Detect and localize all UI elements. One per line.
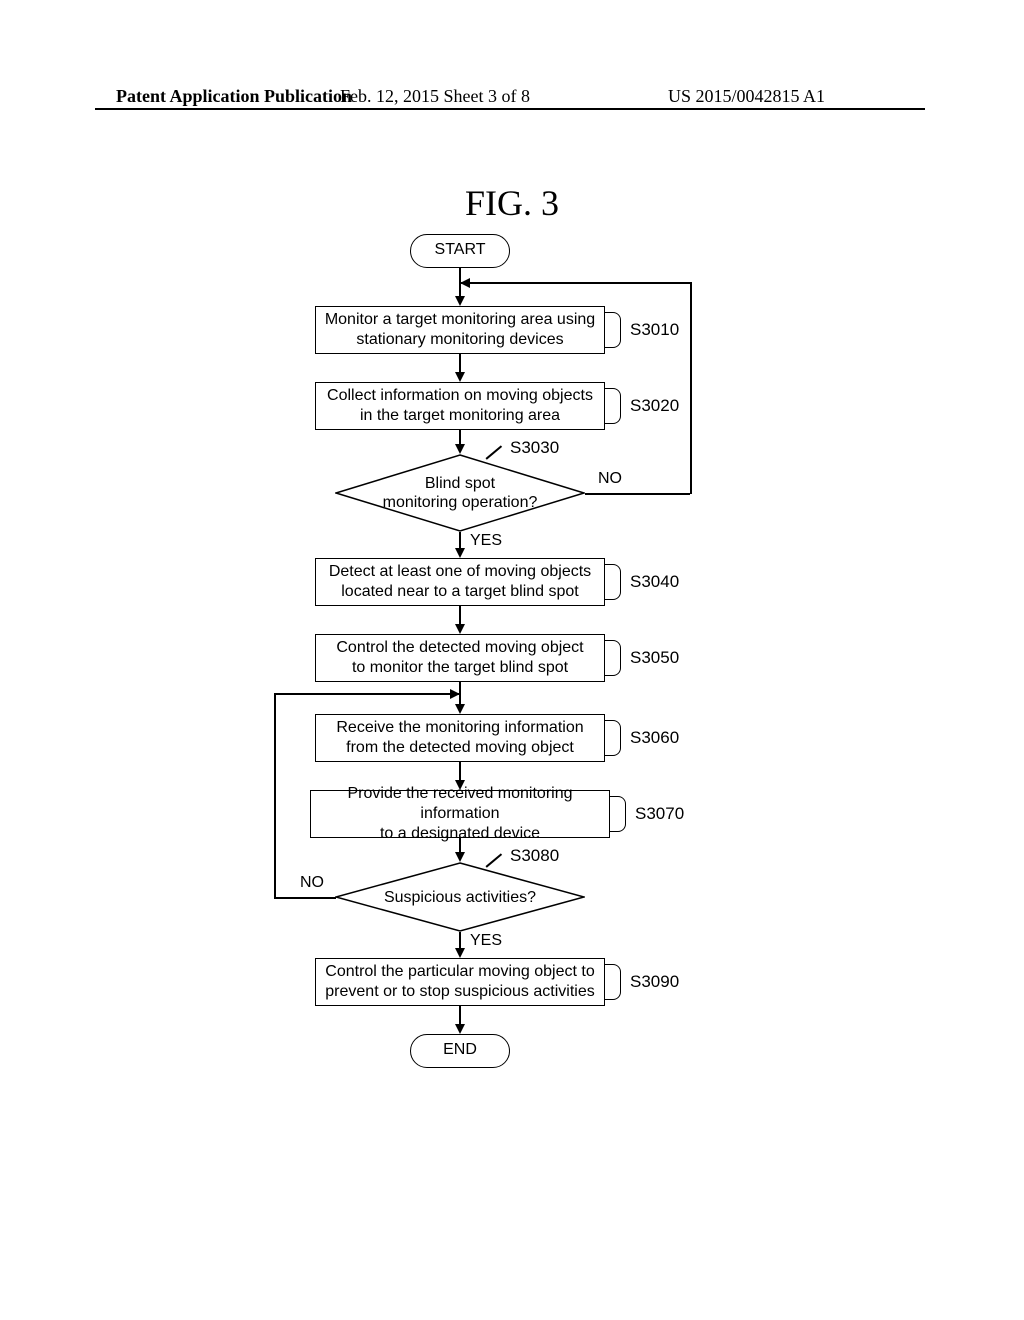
arrowhead-icon	[455, 444, 465, 454]
ref-label: S3050	[630, 648, 679, 668]
yes-label: YES	[470, 932, 502, 950]
decision-s3030: Blind spot monitoring operation?	[335, 454, 585, 532]
step-s3040: Detect at least one of moving objects lo…	[315, 558, 605, 606]
connector	[274, 693, 276, 898]
connector	[459, 932, 461, 948]
step-s3060: Receive the monitoring information from …	[315, 714, 605, 762]
ref-brace	[605, 312, 621, 348]
step-text: located near to a target blind spot	[341, 582, 579, 602]
end-node: END	[410, 1034, 510, 1068]
ref-label: S3060	[630, 728, 679, 748]
step-s3050: Control the detected moving object to mo…	[315, 634, 605, 682]
step-text: Provide the received monitoring informat…	[317, 784, 603, 824]
arrowhead-icon	[455, 624, 465, 634]
ref-brace	[605, 640, 621, 676]
step-s3070: Provide the received monitoring informat…	[310, 790, 610, 838]
step-text: Receive the monitoring information	[336, 718, 583, 738]
step-s3090: Control the particular moving object to …	[315, 958, 605, 1006]
ref-label: S3070	[635, 804, 684, 824]
connector	[459, 693, 461, 704]
connector	[459, 354, 461, 372]
step-text: prevent or to stop suspicious activities	[325, 982, 594, 1002]
connector	[274, 693, 461, 695]
connector	[585, 493, 690, 495]
decision-s3080: Suspicious activities?	[335, 862, 585, 932]
no-label: NO	[598, 470, 622, 488]
arrowhead-icon	[455, 372, 465, 382]
ref-label: S3020	[630, 396, 679, 416]
step-s3010: Monitor a target monitoring area using s…	[315, 306, 605, 354]
step-text: Detect at least one of moving objects	[329, 562, 591, 582]
ref-label: S3010	[630, 320, 679, 340]
header-mid: Feb. 12, 2015 Sheet 3 of 8	[340, 86, 530, 107]
step-text: in the target monitoring area	[360, 406, 560, 426]
header-left: Patent Application Publication	[116, 86, 352, 107]
step-text: Control the particular moving object to	[325, 962, 594, 982]
ref-brace	[605, 388, 621, 424]
ref-label: S3030	[510, 438, 559, 458]
connector	[459, 282, 461, 296]
connector	[690, 282, 692, 494]
arrowhead-icon	[455, 948, 465, 958]
arrowhead-icon	[455, 852, 465, 862]
connector	[459, 606, 461, 624]
header-right: US 2015/0042815 A1	[668, 86, 825, 107]
arrowhead-icon	[460, 278, 470, 288]
connector	[274, 897, 336, 899]
ref-brace	[605, 564, 621, 600]
step-text: Monitor a target monitoring area using	[325, 310, 595, 330]
decision-text: Suspicious activities?	[384, 889, 536, 906]
connector	[459, 430, 461, 444]
step-text: from the detected moving object	[346, 738, 574, 758]
figure-title: FIG. 3	[0, 182, 1024, 224]
start-node: START	[410, 234, 510, 268]
ref-label: S3040	[630, 572, 679, 592]
connector	[459, 532, 461, 548]
connector	[459, 762, 461, 780]
ref-label: S3080	[510, 846, 559, 866]
arrowhead-icon	[455, 1024, 465, 1034]
start-label: START	[435, 241, 486, 258]
step-text: Collect information on moving objects	[327, 386, 593, 406]
ref-brace	[610, 796, 626, 832]
step-text: to monitor the target blind spot	[352, 658, 568, 678]
header-rule	[95, 108, 925, 110]
end-label: END	[443, 1041, 477, 1058]
decision-text: monitoring operation?	[383, 494, 538, 511]
yes-label: YES	[470, 532, 502, 550]
ref-brace	[605, 720, 621, 756]
no-label: NO	[300, 874, 324, 892]
arrowhead-icon	[455, 548, 465, 558]
connector	[459, 282, 691, 284]
step-text: Control the detected moving object	[336, 638, 583, 658]
ref-label: S3090	[630, 972, 679, 992]
arrowhead-icon	[455, 296, 465, 306]
step-s3020: Collect information on moving objects in…	[315, 382, 605, 430]
decision-text: Blind spot	[425, 475, 495, 492]
ref-brace	[605, 964, 621, 1000]
arrowhead-icon	[455, 704, 465, 714]
connector	[459, 838, 461, 852]
connector	[459, 1006, 461, 1024]
step-text: stationary monitoring devices	[356, 330, 563, 350]
